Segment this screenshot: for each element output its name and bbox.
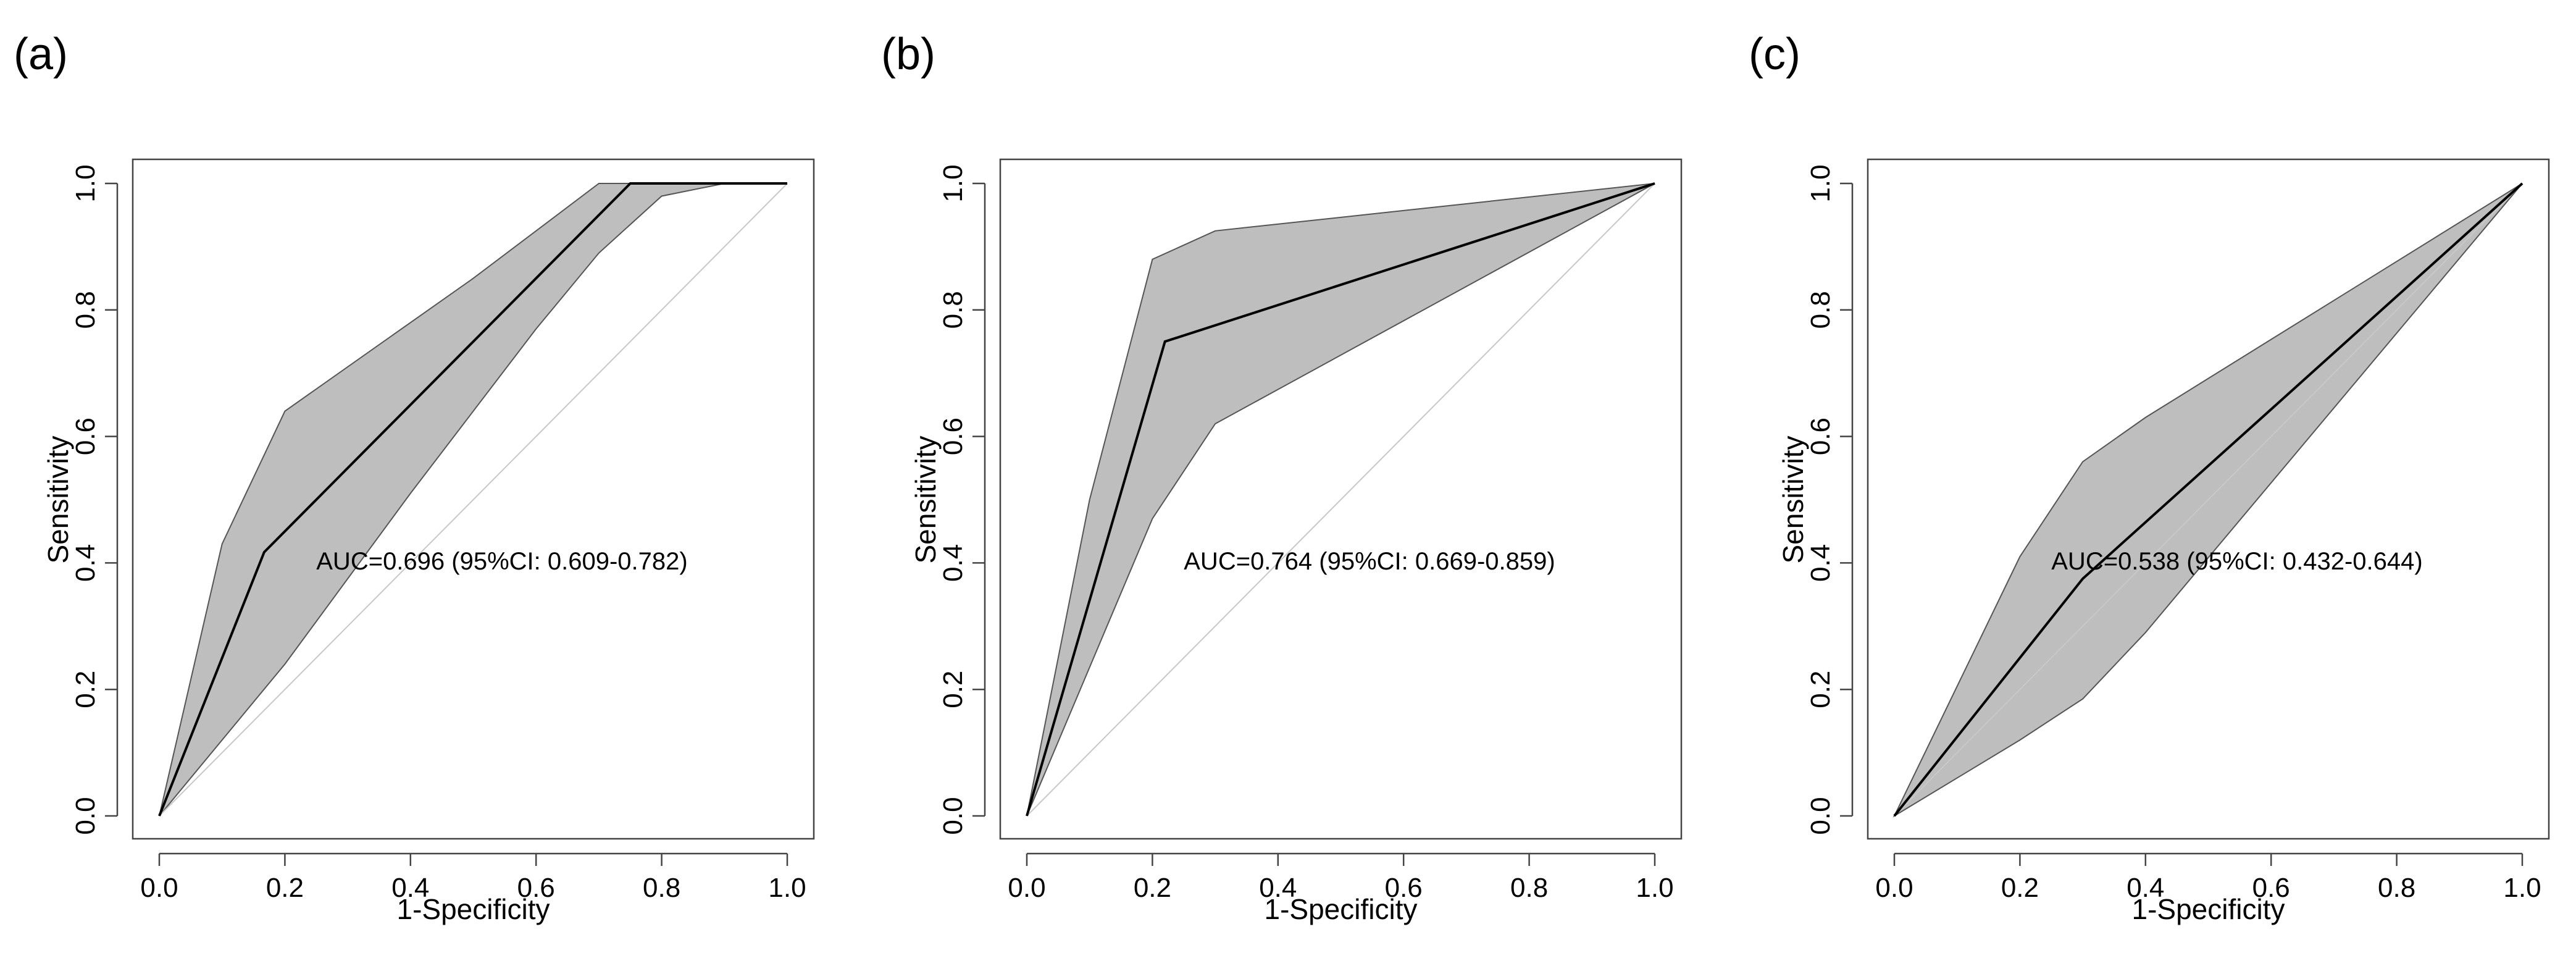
reference-line	[159, 183, 788, 817]
y-tick-label: 1.0	[1805, 164, 1836, 202]
reference-line	[1026, 183, 1655, 817]
x-tick-label: 0.0	[1875, 873, 1913, 903]
y-tick-label: 0.6	[1805, 418, 1836, 455]
roc-curve	[1026, 182, 1655, 817]
x-tick-label: 0.2	[1134, 873, 1171, 903]
y-tick-label: 0.2	[1805, 671, 1836, 708]
y-axis-title: Sensitivity	[910, 435, 942, 563]
y-tick-label: 0.4	[70, 544, 101, 582]
x-axis-title: 1-Specificity	[397, 893, 550, 925]
plot-frame	[1867, 158, 2550, 840]
y-tick-label: 0.2	[938, 671, 968, 708]
y-tick-label: 0.0	[70, 797, 101, 834]
x-tick-label: 0.8	[2378, 873, 2415, 903]
x-tick-label: 0.2	[266, 873, 304, 903]
plot-frame	[999, 158, 1683, 840]
x-axis-title: 1-Specificity	[1265, 893, 1418, 925]
y-tick-label: 1.0	[70, 164, 101, 202]
x-tick-label: 0.0	[1008, 873, 1045, 903]
auc-annotation: AUC=0.538 (95%CI: 0.432-0.644)	[2051, 548, 2422, 575]
ci-band	[1026, 183, 1655, 817]
y-axis-title: Sensitivity	[42, 435, 74, 563]
x-tick-label: 0.4	[1259, 873, 1297, 903]
y-tick-label: 0.4	[1805, 544, 1836, 582]
y-tick-label: 0.4	[938, 544, 968, 582]
auc-annotation: AUC=0.764 (95%CI: 0.669-0.859)	[1184, 548, 1555, 575]
x-axis-title: 1-Specificity	[2132, 893, 2285, 925]
panel-label: (c)	[1749, 30, 1800, 79]
panel-b: (b) 0.0 0.2 0.4 0.6 0.8 1.0 1-Specificity 0.0 0.…	[881, 30, 1683, 925]
y-tick-label: 0.8	[938, 291, 968, 329]
panel-label: (b)	[881, 30, 935, 79]
plot-frame	[132, 158, 815, 840]
y-tick-label: 0.8	[1805, 291, 1836, 329]
reference-line	[1894, 183, 2523, 817]
panel-a: (a) 0.0 0.2 0.4 0.6 0.8 1.0 1-Specificity 0.0 0.…	[14, 30, 815, 925]
x-tick-label: 0.4	[391, 873, 429, 903]
x-tick-label: 0.6	[517, 873, 555, 903]
panel-c: (c) 0.0 0.2 0.4 0.6 0.8 1.0 1-Specificity 0.0 0.…	[1749, 30, 2550, 925]
y-tick-label: 0.8	[70, 291, 101, 329]
roc-curve	[158, 182, 787, 817]
y-tick-label: 0.6	[938, 418, 968, 455]
x-tick-label: 0.0	[140, 873, 178, 903]
y-tick-label: 0.2	[70, 671, 101, 708]
x-tick-label: 0.2	[2001, 873, 2039, 903]
x-tick-label: 0.6	[2252, 873, 2290, 903]
y-tick-label: 0.0	[1805, 797, 1836, 834]
x-tick-label: 0.6	[1385, 873, 1423, 903]
x-tick-label: 1.0	[2503, 873, 2541, 903]
y-tick-label: 0.6	[70, 418, 101, 455]
x-tick-label: 0.4	[2126, 873, 2164, 903]
auc-annotation: AUC=0.696 (95%CI: 0.609-0.782)	[316, 548, 687, 575]
x-tick-label: 0.8	[643, 873, 680, 903]
y-tick-label: 0.0	[938, 797, 968, 834]
roc-curve	[1893, 182, 2524, 817]
x-tick-label: 0.8	[1510, 873, 1548, 903]
x-tick-label: 1.0	[768, 873, 806, 903]
panel-label: (a)	[14, 30, 68, 79]
y-tick-label: 1.0	[938, 164, 968, 202]
y-axis-title: Sensitivity	[1777, 435, 1809, 563]
x-tick-label: 1.0	[1636, 873, 1673, 903]
